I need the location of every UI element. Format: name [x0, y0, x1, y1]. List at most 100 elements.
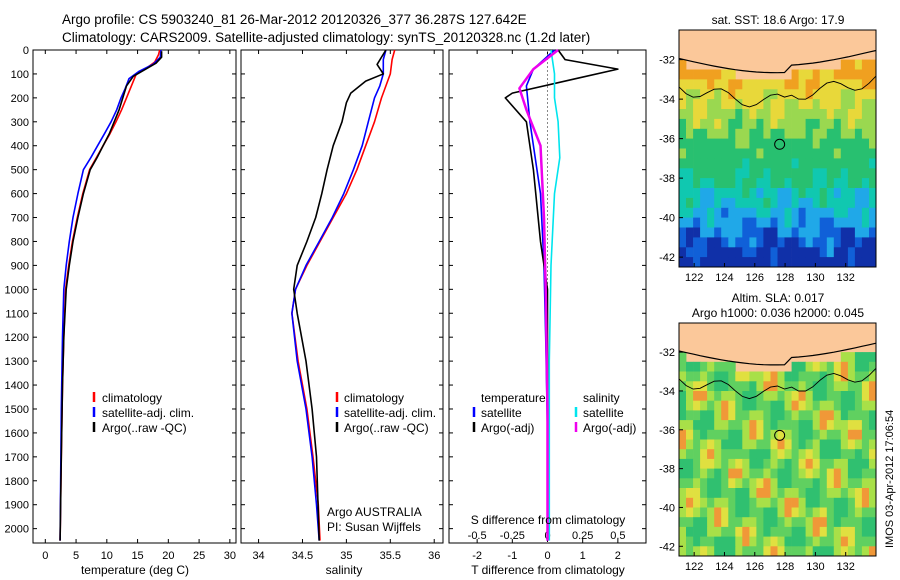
map_sla-cell: [728, 546, 736, 557]
map_sla-cell: [784, 391, 792, 402]
map_sst-cell: [833, 188, 842, 199]
map_sla-cell: [770, 497, 778, 508]
map_sla-cell: [805, 420, 813, 431]
map_sst-cell: [798, 118, 806, 130]
map_sst-cell: [763, 118, 771, 130]
map_sst-cell: [812, 99, 821, 110]
map_sst-cell: [721, 188, 729, 199]
map_sla-cell: [869, 546, 877, 557]
map_sla-cell: [840, 381, 849, 392]
map_sla-cell: [756, 488, 764, 499]
map_sla-cell: [812, 420, 821, 431]
map_sla-cell: [819, 371, 828, 382]
map_sst-cell: [686, 79, 694, 90]
map_sst-cell: [869, 69, 877, 80]
map_sla-cell: [700, 371, 708, 382]
map_sla-cell: [854, 497, 863, 508]
map_sla-cell: [840, 458, 849, 469]
map_sst-cell: [869, 128, 877, 140]
map_sla-cell: [854, 420, 863, 431]
map_sla-cell: [805, 381, 813, 392]
map_sst-cell: [693, 148, 701, 159]
map_sla-cell: [700, 517, 708, 528]
map_sst-cell: [805, 178, 813, 189]
map_sst-cell: [833, 237, 842, 248]
map_sst-cell: [721, 158, 729, 169]
map_sst-cell: [770, 168, 778, 179]
map_sla-cell: [784, 429, 792, 440]
map_sla-cell: [763, 478, 771, 489]
map_sst-cell: [819, 237, 828, 248]
map_sla-cell: [735, 400, 743, 411]
map_sla-cell: [784, 458, 792, 469]
map_sst-ytick-label: -40: [659, 213, 675, 225]
temp-legend-satellite: satellite-adj. clim.: [102, 406, 194, 420]
map_sst-cell: [742, 138, 750, 149]
map_sst-cell: [763, 237, 771, 248]
map_sst-cell: [777, 178, 785, 189]
map_sst-cell: [756, 217, 764, 228]
map_sla-cell: [679, 478, 687, 489]
map_sst-cell: [833, 89, 842, 100]
map_sst-cell: [854, 257, 863, 268]
map_sst-cell: [763, 178, 771, 189]
map_sla-cell: [728, 429, 736, 440]
map_sla-cell: [749, 507, 757, 518]
map_sla-cell: [854, 526, 863, 537]
map_sst-cell: [679, 59, 687, 70]
map_sla-cell: [763, 546, 771, 557]
map_sla-cell: [791, 361, 799, 372]
map_sla-cell: [763, 488, 771, 499]
diff-xtick-label: -2: [472, 550, 482, 562]
map_sst-cell: [756, 79, 764, 90]
map_sst-cell: [798, 168, 806, 179]
map_sla-cell: [756, 497, 764, 508]
map_sla-cell: [869, 391, 877, 402]
map_sst-cell: [756, 197, 764, 209]
map_sla-cell: [700, 536, 708, 547]
map_sst-cell: [749, 168, 757, 179]
map_sst-cell: [686, 188, 694, 199]
map_sst-cell: [770, 217, 778, 228]
map_sst-cell: [791, 207, 799, 219]
map_sla-cell: [735, 410, 743, 421]
map_sst-cell: [714, 158, 722, 169]
map_sst-cell: [700, 138, 708, 149]
map_sla-cell: [777, 391, 785, 402]
map_sst-cell: [756, 138, 764, 149]
map_sst-cell: [847, 138, 856, 149]
map_sla-cell: [819, 488, 828, 499]
map_sst-cell: [840, 227, 849, 238]
map-sst-title: sat. SST: 18.6 Argo: 17.9: [712, 13, 845, 27]
map_sst-cell: [742, 197, 750, 209]
map_sla-cell: [679, 468, 687, 479]
map_sst-cell: [679, 188, 687, 199]
map_sla-cell: [791, 468, 799, 479]
map_sst-cell: [826, 138, 835, 149]
map_sst-cell: [847, 99, 856, 110]
map_sst-cell: [770, 227, 778, 238]
map_sst-cell: [770, 128, 778, 140]
map_sla-cell: [777, 420, 785, 431]
map_sla-cell: [861, 497, 870, 508]
temp-xtick-label: 15: [131, 550, 143, 562]
map_sla-cell: [679, 352, 687, 363]
map_sst-cell: [784, 207, 792, 219]
map_sst-cell: [707, 207, 715, 219]
map_sst-cell: [686, 128, 694, 140]
map_sst-cell: [714, 207, 722, 219]
header-line-1: Argo profile: CS 5903240_81 26-Mar-2012 …: [62, 12, 527, 27]
map_sla-cell: [686, 400, 694, 411]
map_sst-cell: [686, 178, 694, 189]
temp-ytick-label: 300: [11, 117, 29, 129]
diff-legend-temp-argo: Argo(-adj): [481, 421, 534, 435]
diff-legend-sal-argo: Argo(-adj): [583, 421, 636, 435]
map_sst-cell: [700, 99, 708, 110]
map_sla-ytick-label: -36: [659, 425, 675, 437]
map_sla-cell: [742, 468, 750, 479]
map_sla-cell: [714, 546, 722, 557]
map_sla-cell: [693, 371, 701, 382]
map_sst-cell: [805, 257, 813, 268]
map_sst-cell: [728, 197, 736, 209]
map_sla-cell: [847, 439, 856, 450]
